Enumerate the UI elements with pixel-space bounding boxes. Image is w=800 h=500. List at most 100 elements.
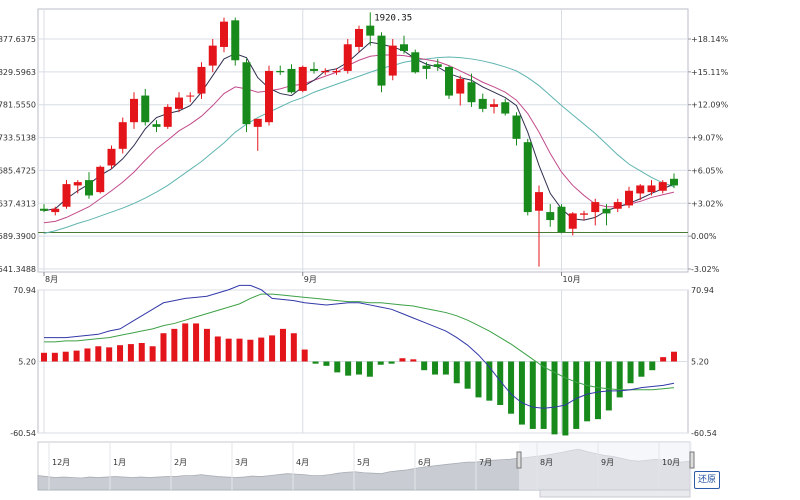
macd-histogram-bar [529, 361, 536, 429]
candle-body [85, 180, 93, 196]
candle-body [355, 28, 363, 47]
ma-mid-line [43, 54, 675, 224]
macd-histogram-bar [117, 345, 124, 362]
candle-body [265, 70, 273, 123]
candle-body [332, 70, 341, 73]
price-y-tick-right-label: +15.11% [691, 68, 729, 77]
macd-histogram-bar [464, 361, 471, 389]
candle-body [276, 70, 285, 73]
candle-body [208, 45, 217, 66]
navigator-right-handle[interactable] [689, 451, 695, 469]
macd-y-tick-label: -60.54 [10, 429, 36, 438]
macd-histogram-bar [442, 361, 449, 375]
macd-histogram-bar [73, 350, 80, 362]
candle-body [197, 66, 206, 94]
candle-body [253, 118, 262, 127]
price-y-tick-label: 1733.5138 [0, 134, 36, 143]
candle-body [186, 95, 195, 97]
macd-histogram-bar [584, 361, 591, 422]
price-y-tick-label: 1781.5550 [0, 101, 36, 110]
navigator-month-label: 2月 [174, 458, 187, 467]
price-y-tick-right-label: +18.14% [691, 35, 729, 44]
price-panel-frame [37, 8, 689, 273]
candle-body [613, 202, 622, 209]
macd-histogram-bar [236, 338, 243, 362]
macd-histogram-bar [453, 361, 460, 384]
macd-y-tick-right-label: 5.20 [691, 358, 709, 367]
price-x-tick-label: 9月 [304, 275, 317, 284]
macd-histogram-bar [312, 361, 319, 364]
candle-body [523, 142, 532, 213]
candle-body [411, 52, 420, 73]
candle-body [231, 20, 240, 61]
macd-histogram-bar [62, 351, 69, 362]
navigator-selection [519, 442, 692, 490]
candle-body [130, 98, 138, 123]
macd-y-tick-right-label: 70.94 [691, 286, 714, 295]
candle-body [625, 190, 633, 206]
candle-body [118, 122, 127, 149]
candle-body [73, 182, 82, 186]
candle-body [445, 66, 453, 96]
macd-histogram-bar [573, 361, 580, 429]
macd-histogram-bar [377, 361, 384, 365]
candle-body [298, 66, 307, 91]
candle-body [591, 202, 600, 213]
macd-histogram-bar [399, 358, 406, 362]
price-y-tick-label: 1685.4725 [0, 166, 36, 175]
price-y-tick-right-label: -3.02% [691, 265, 720, 274]
navigator-scrollbar[interactable] [539, 489, 691, 498]
candle-body [310, 68, 318, 71]
macd-histogram-bar [551, 361, 558, 435]
restore-button[interactable]: 还原 [694, 471, 720, 489]
candle-body [602, 208, 611, 214]
macd-y-tick-label: 5.20 [18, 358, 36, 367]
macd-histogram-bar [562, 361, 569, 436]
navigator-month-label: 1月 [113, 458, 126, 467]
candle-body [96, 166, 105, 193]
price-x-tick-label: 8月 [45, 275, 58, 284]
candle-body [501, 102, 510, 114]
candle-body [512, 115, 521, 139]
candle-body [546, 212, 555, 221]
navigator-month-label: 9月 [601, 458, 614, 467]
candle-body [388, 45, 397, 76]
macd-histogram-bar [171, 328, 178, 362]
macd-histogram-bar [51, 352, 58, 362]
candle-body [636, 185, 645, 194]
price-y-tick-label: 1829.5963 [0, 68, 36, 77]
macd-histogram-bar [366, 361, 373, 377]
price-y-tick-right-label: +3.02% [691, 199, 724, 208]
macd-histogram-bar [193, 323, 200, 362]
navigator-left-handle[interactable] [516, 451, 522, 469]
candle-body [467, 82, 476, 103]
candle-body [220, 21, 228, 47]
macd-dea-line [44, 293, 675, 391]
candle-body [321, 70, 330, 73]
candle-body [141, 95, 150, 123]
navigator-month-label: 3月 [235, 458, 248, 467]
candle-body [400, 44, 408, 51]
macd-histogram-bar [258, 337, 265, 362]
macd-histogram-bar [540, 361, 547, 429]
navigator-month-label: 6月 [418, 458, 431, 467]
macd-histogram-bar [214, 336, 221, 362]
macd-histogram-bar [616, 361, 623, 398]
candle-body [568, 213, 577, 229]
macd-histogram-bar [323, 361, 330, 366]
macd-histogram-bar [160, 333, 167, 362]
navigator-month-label: 12月 [52, 458, 70, 467]
price-y-tick-label: 1637.4313 [0, 199, 36, 208]
macd-histogram-bar [497, 361, 504, 406]
candle-body [51, 208, 60, 213]
macd-histogram-bar [106, 347, 113, 362]
peak-value-label: 1920.35 [374, 13, 412, 23]
navigator-month-label: 7月 [479, 458, 492, 467]
candle-body [163, 106, 172, 127]
macd-histogram-bar [290, 333, 297, 362]
price-y-tick-label: 1541.3488 [0, 265, 36, 274]
navigator-month-label: 4月 [296, 458, 309, 467]
macd-histogram-bar [649, 361, 656, 371]
navigator-month-label: 5月 [357, 458, 370, 467]
candle-body [40, 208, 48, 211]
